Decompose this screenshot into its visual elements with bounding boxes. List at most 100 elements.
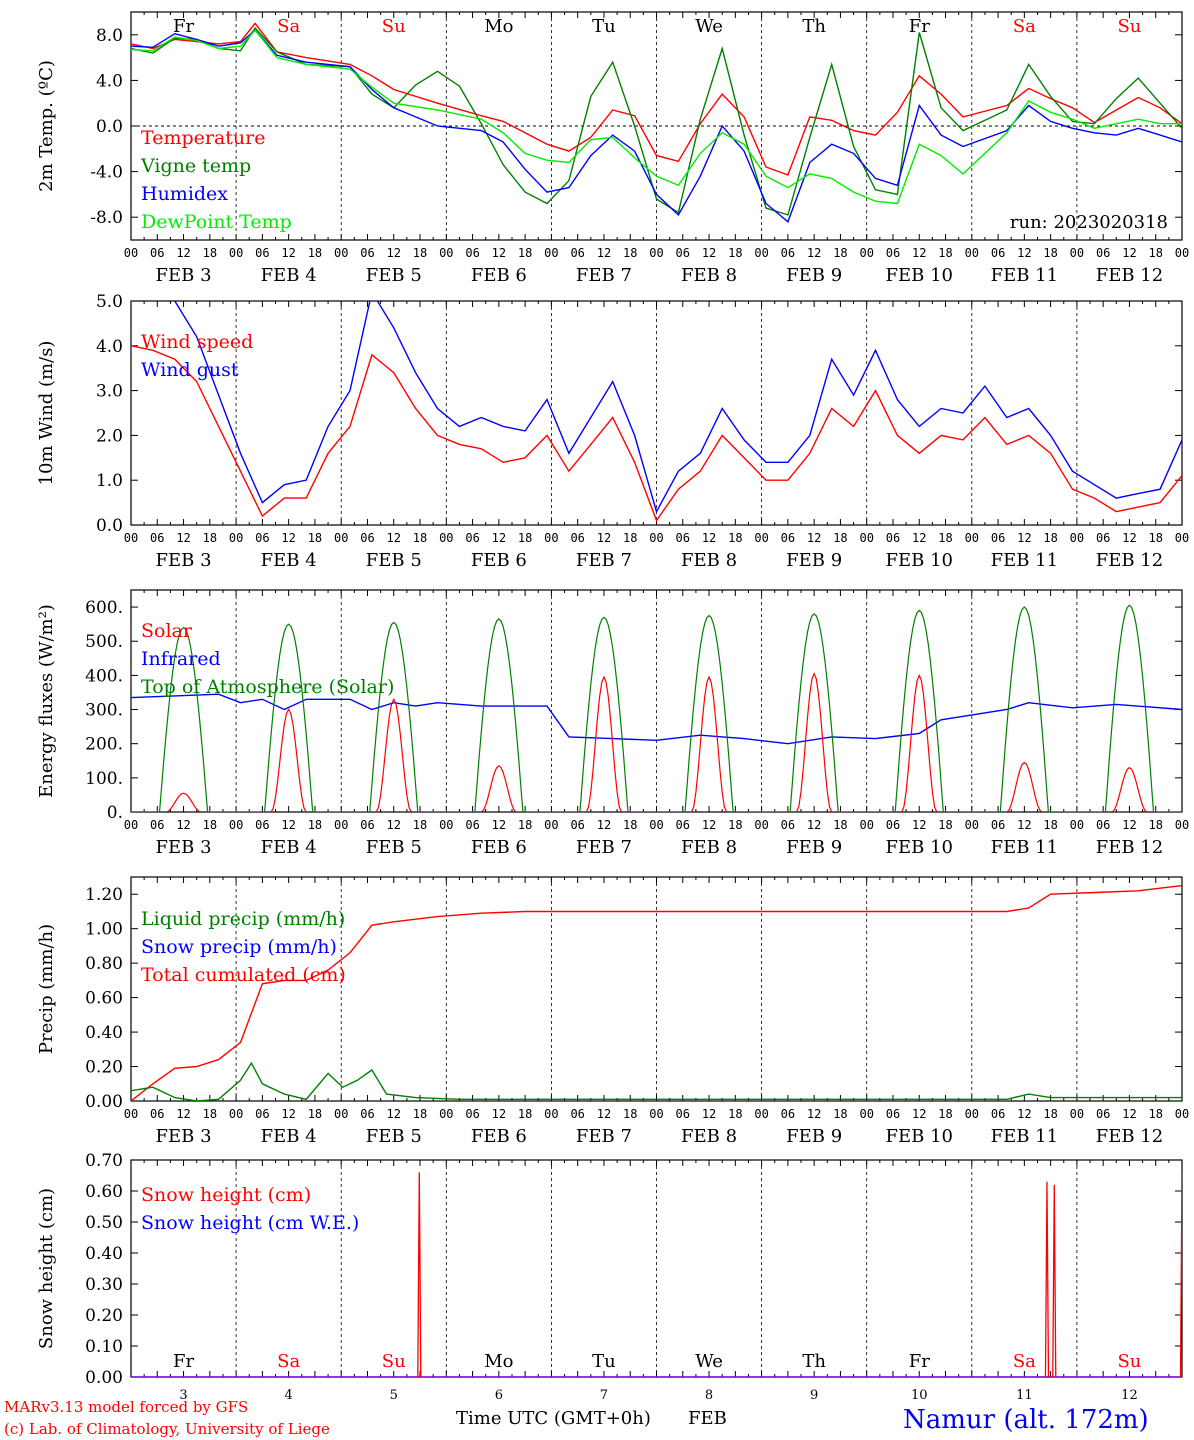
date-label: FEB 9 bbox=[786, 550, 842, 571]
hour-tick-label: 18 bbox=[308, 818, 322, 832]
hour-tick-label: 00 bbox=[124, 818, 138, 832]
toa-solar-line bbox=[971, 606, 1077, 812]
panel-5: 0.70 0.60 0.50 0.40 0.30 0.20 0.10 0.00 Snow hei… bbox=[36, 1151, 1183, 1403]
hour-tick-label: 06 bbox=[991, 1107, 1005, 1121]
hour-tick-label: 12 bbox=[597, 246, 611, 260]
hour-tick-label: 18 bbox=[203, 818, 217, 832]
hour-tick-label: 12 bbox=[176, 531, 190, 545]
date-number: 6 bbox=[495, 1388, 503, 1403]
panel-4: 1.20 1.00 0.80 0.60 0.40 0.20 0.00 Precip (mm/h… bbox=[36, 876, 1189, 1147]
hour-tick-label: 12 bbox=[807, 531, 821, 545]
y-tick-label: 0.0 bbox=[96, 117, 123, 137]
toa-solar-line bbox=[446, 618, 552, 812]
hour-tick-label: 00 bbox=[754, 531, 768, 545]
date-label: FEB 3 bbox=[156, 1126, 212, 1147]
series-line bbox=[131, 22, 1182, 176]
panel-3: 600. 500. 400. 300. 200. 100. 0. Energy fluxes … bbox=[36, 589, 1189, 858]
date-number: 5 bbox=[390, 1388, 398, 1403]
hour-tick-label: 12 bbox=[702, 246, 716, 260]
y-tick-label: 4.0 bbox=[96, 337, 123, 357]
hour-tick-label: 12 bbox=[492, 818, 506, 832]
snow-spike bbox=[417, 1172, 422, 1377]
hour-tick-label: 00 bbox=[965, 1107, 979, 1121]
hour-tick-label: 18 bbox=[938, 818, 952, 832]
y-tick-label: 0.10 bbox=[85, 1337, 123, 1357]
hour-tick-label: 12 bbox=[597, 1107, 611, 1121]
hour-tick-label: 00 bbox=[334, 1107, 348, 1121]
hour-tick-label: 00 bbox=[965, 246, 979, 260]
solar-line bbox=[1111, 766, 1148, 812]
hour-tick-label: 18 bbox=[308, 1107, 322, 1121]
hour-tick-label: 06 bbox=[465, 531, 479, 545]
hour-tick-label: 06 bbox=[360, 246, 374, 260]
y-tick-label: 8.0 bbox=[96, 26, 123, 46]
y-tick-label: 0. bbox=[107, 803, 123, 823]
hour-tick-label: 18 bbox=[203, 246, 217, 260]
hour-tick-label: 12 bbox=[702, 531, 716, 545]
hour-tick-label: 12 bbox=[702, 1107, 716, 1121]
hour-tick-label: 06 bbox=[781, 818, 795, 832]
toa-solar-line bbox=[341, 621, 447, 812]
hour-tick-label: 18 bbox=[623, 1107, 637, 1121]
y-tick-label: 3.0 bbox=[96, 382, 123, 402]
time-axis-label: Time UTC (GMT+0h) bbox=[456, 1408, 651, 1429]
legend-entry: Infrared bbox=[141, 648, 221, 670]
hour-tick-label: 06 bbox=[886, 818, 900, 832]
solar-line bbox=[796, 672, 833, 812]
model-credit: MARv3.13 model forced by GFS bbox=[4, 1398, 248, 1416]
time-axis-month: FEB bbox=[688, 1408, 727, 1429]
date-label: FEB 6 bbox=[471, 837, 527, 858]
solar-line bbox=[375, 697, 412, 812]
date-label: FEB 6 bbox=[471, 1126, 527, 1147]
hour-tick-label: 06 bbox=[150, 246, 164, 260]
plot-area bbox=[131, 1172, 1182, 1377]
hour-tick-label: 18 bbox=[1148, 1107, 1162, 1121]
plot-frame bbox=[130, 300, 1183, 526]
series-line bbox=[131, 1061, 1182, 1101]
hour-tick-label: 06 bbox=[360, 1107, 374, 1121]
date-label: FEB 10 bbox=[886, 265, 953, 286]
hour-tick-label: 18 bbox=[728, 531, 742, 545]
hour-tick-label: 12 bbox=[597, 818, 611, 832]
y-tick-label: 0.40 bbox=[85, 1244, 123, 1264]
plot-area bbox=[131, 884, 1182, 1101]
y-tick-label: 100. bbox=[85, 769, 123, 789]
hour-tick-label: 00 bbox=[859, 531, 873, 545]
legend-entry: Humidex bbox=[141, 183, 228, 205]
series-line bbox=[131, 345, 1182, 522]
date-label: FEB 9 bbox=[786, 265, 842, 286]
hour-tick-label: 00 bbox=[439, 818, 453, 832]
hour-tick-label: 12 bbox=[387, 531, 401, 545]
date-label: FEB 11 bbox=[991, 550, 1058, 571]
hour-tick-label: 12 bbox=[1122, 531, 1136, 545]
hour-tick-label: 00 bbox=[439, 1107, 453, 1121]
hour-tick-label: 00 bbox=[1175, 246, 1189, 260]
y-tick-label: 5.0 bbox=[96, 292, 123, 312]
hour-tick-label: 18 bbox=[728, 818, 742, 832]
hour-tick-label: 18 bbox=[728, 246, 742, 260]
hour-tick-label: 12 bbox=[281, 1107, 295, 1121]
legend-entry: Snow precip (mm/h) bbox=[141, 936, 337, 958]
date-label: FEB 8 bbox=[681, 837, 737, 858]
y-tick-label: 0.70 bbox=[85, 1151, 123, 1171]
date-label: FEB 5 bbox=[366, 550, 422, 571]
hour-tick-label: 00 bbox=[859, 818, 873, 832]
toa-solar-line bbox=[656, 614, 762, 812]
date-label: FEB 9 bbox=[786, 837, 842, 858]
hour-tick-label: 00 bbox=[649, 246, 663, 260]
y-tick-label: 0.40 bbox=[85, 1023, 123, 1043]
hour-tick-label: 12 bbox=[597, 531, 611, 545]
day-label: Sa bbox=[1013, 1351, 1036, 1372]
date-label: FEB 3 bbox=[156, 550, 212, 571]
solar-line bbox=[1006, 761, 1043, 812]
y-tick-label: 0.00 bbox=[85, 1092, 123, 1112]
hour-tick-label: 18 bbox=[1043, 1107, 1057, 1121]
hour-tick-label: 00 bbox=[754, 246, 768, 260]
hour-tick-label: 18 bbox=[623, 818, 637, 832]
solar-line bbox=[270, 708, 307, 812]
hour-tick-label: 18 bbox=[308, 531, 322, 545]
hour-tick-label: 12 bbox=[1017, 246, 1031, 260]
hour-tick-label: 18 bbox=[518, 818, 532, 832]
snow-spike bbox=[1052, 1184, 1057, 1377]
